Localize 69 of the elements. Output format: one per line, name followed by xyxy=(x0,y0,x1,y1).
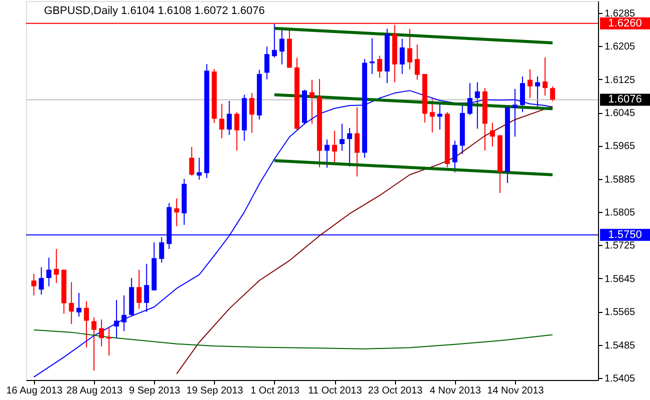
candlestick xyxy=(272,22,277,58)
x-tick-label: 9 Sep 2013 xyxy=(129,386,181,396)
y-tick-label: 1.5805 xyxy=(604,208,636,219)
candlestick xyxy=(136,269,142,310)
candlestick xyxy=(144,263,150,312)
candlestick xyxy=(249,92,254,134)
candlestick xyxy=(550,86,556,102)
chart-title: GBPUSD,Daily 1.6104 1.6108 1.6072 1.6076 xyxy=(44,5,265,17)
y-tick-label: 1.5885 xyxy=(604,174,636,186)
candlestick xyxy=(414,44,420,80)
candlestick xyxy=(159,236,164,264)
candlestick xyxy=(370,38,375,74)
candlestick xyxy=(122,294,127,332)
candlestick xyxy=(310,79,314,124)
ref-line-label: 1.6076 xyxy=(608,94,642,106)
candlestick xyxy=(219,103,224,139)
candlestick xyxy=(430,98,435,133)
x-tick-label: 4 Nov 2013 xyxy=(430,386,482,396)
x-tick-label: 16 Aug 2013 xyxy=(6,386,63,396)
candlestick xyxy=(46,257,52,287)
candlestick xyxy=(490,122,495,148)
y-tick-label: 1.5485 xyxy=(604,340,636,352)
candlestick xyxy=(324,138,330,168)
y-tick-label: 1.5405 xyxy=(604,373,636,384)
candlestick xyxy=(226,100,232,136)
candlestick xyxy=(54,248,59,284)
y-tick-label: 1.6045 xyxy=(604,108,636,120)
candlestick xyxy=(189,146,194,176)
candlestick xyxy=(347,127,352,167)
line-series xyxy=(176,106,554,374)
candlestick xyxy=(377,55,382,78)
candlestick xyxy=(174,198,180,227)
y-tick-label: 1.5725 xyxy=(604,240,636,252)
y-tick-label: 1.5565 xyxy=(604,307,636,318)
candlestick xyxy=(264,46,270,80)
y-tick-label: 1.5645 xyxy=(604,274,636,285)
x-tick-label: 19 Sep 2013 xyxy=(186,386,244,396)
candlestick xyxy=(542,56,548,96)
x-tick-label: 1 Oct 2013 xyxy=(250,386,300,396)
candlestick xyxy=(234,112,240,152)
candlestick xyxy=(98,318,104,347)
x-tick-label: 14 Nov 2013 xyxy=(487,386,544,396)
y-tick-label: 1.6285 xyxy=(604,8,636,20)
candlestick xyxy=(354,106,360,177)
ref-line-label: 1.5750 xyxy=(608,228,642,241)
x-tick-label: 23 Oct 2013 xyxy=(368,386,423,396)
candlestick xyxy=(340,123,345,152)
x-tick-label: 28 Aug 2013 xyxy=(66,386,123,396)
candlestick xyxy=(91,316,96,371)
candlestick xyxy=(528,68,533,99)
y-tick-label: 1.6205 xyxy=(604,42,636,53)
candlestick xyxy=(279,26,284,65)
candlestick xyxy=(452,140,458,173)
candlestick xyxy=(76,292,82,318)
ref-line-label: 1.6260 xyxy=(608,17,642,30)
candlestick xyxy=(332,130,338,164)
candlestick xyxy=(196,157,202,180)
candlestick xyxy=(38,266,44,296)
candlestick xyxy=(84,300,89,348)
candlestick xyxy=(407,28,412,70)
line-series xyxy=(33,329,554,350)
y-tick-label: 1.6125 xyxy=(604,74,636,86)
candlestick xyxy=(106,328,112,356)
candlestick xyxy=(114,299,120,339)
candlestick xyxy=(400,38,405,74)
x-tick-label: 11 Oct 2013 xyxy=(308,386,362,396)
y-tick-label: 1.5965 xyxy=(604,141,636,152)
candlestick xyxy=(31,273,36,296)
candlestick xyxy=(68,282,74,325)
